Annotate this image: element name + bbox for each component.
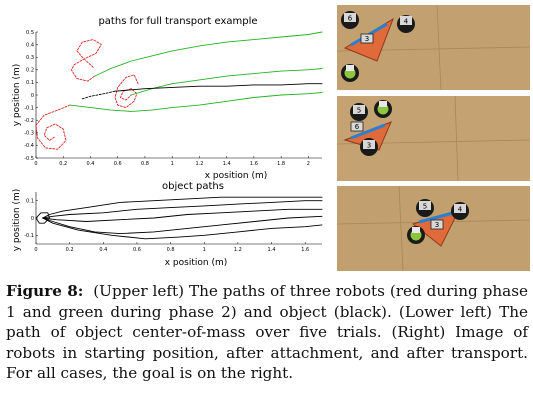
x-tick-label: 1	[171, 161, 174, 167]
lower-plot-x-label: x position (m)	[165, 258, 228, 268]
lower-plot-y-label: y position (m)	[12, 189, 22, 252]
lower-series-object-1	[42, 200, 323, 219]
x-tick-label: 0.8	[141, 161, 149, 167]
lower-series-object-0	[42, 196, 323, 219]
x-tick-label: 1.6	[250, 161, 258, 167]
x-tick-label: 1.4	[223, 161, 231, 167]
x-tick-label: 0.6	[133, 247, 141, 253]
x-tick-label: 1.4	[268, 247, 276, 253]
lower-plot-title: object paths	[162, 181, 224, 192]
upper-series-object-5	[114, 83, 323, 92]
robot-marker-label: 3	[435, 221, 439, 229]
x-tick-label: 0.2	[66, 247, 74, 253]
robot-icon: 3	[360, 138, 378, 156]
lower-series-object-5	[35, 212, 50, 224]
x-tick-label: 0.8	[167, 247, 175, 253]
upper-plot-y-ticks: 0.5 0.4 0.3 0.2 0.1 0 -0.1 -0.2 -0.3 -0.4 -0.5	[24, 30, 38, 162]
x-tick-label: 0	[34, 247, 37, 253]
y-tick-label: -0.4	[24, 143, 34, 149]
robot-marker-label: 4	[404, 18, 409, 26]
robot-icon: 6	[350, 121, 364, 132]
lower-plot-series	[35, 196, 323, 240]
photo-starting-position: 6 3 4	[337, 5, 530, 90]
upper-plot-series	[35, 31, 323, 150]
robot-marker-label: 6	[348, 15, 353, 23]
figure-caption-text: (Upper left) The paths of three robots (…	[6, 282, 529, 383]
robot-icon	[341, 64, 359, 82]
x-tick-label: 1.6	[301, 247, 309, 253]
y-tick-label: 0	[31, 93, 34, 99]
upper-series-phase2-7	[69, 92, 323, 112]
robot-icon: 6	[341, 11, 359, 29]
y-tick-label: 0	[31, 216, 34, 222]
robot-marker-label: 3	[367, 142, 371, 150]
robot-icon: 4	[397, 15, 415, 33]
upper-plot-y-label: y position (m)	[12, 64, 22, 127]
floor-seam	[436, 5, 442, 90]
x-tick-label: 1.8	[277, 161, 285, 167]
x-tick-label: 1.2	[195, 161, 203, 167]
y-tick-label: 0.4	[26, 42, 34, 48]
robot-marker-label: 3	[365, 35, 369, 43]
lower-object-paths-plot: object paths 0 0.2 0.4 0.6 0.8 1 1.2 1.4 1.6 0.1…	[12, 181, 323, 268]
robot-icon	[407, 226, 425, 244]
y-tick-label: 0.2	[26, 68, 34, 74]
y-tick-label: 0.1	[26, 80, 34, 86]
robot-icon: 4	[451, 202, 469, 220]
lower-plot-x-ticks: 0 0.2 0.4 0.6 0.8 1 1.2 1.4 1.6	[34, 242, 309, 253]
y-tick-label: -0.2	[24, 118, 34, 124]
robot-marker-label: 5	[423, 203, 427, 211]
robot-marker-label: 4	[458, 206, 463, 214]
triangle-stripe	[350, 123, 386, 140]
upper-series-phase2-3	[130, 68, 323, 96]
robot-icon: 3	[430, 219, 444, 230]
y-tick-label: 0.1	[26, 198, 34, 204]
robot-icon	[374, 100, 392, 118]
robot-icon: 5	[350, 103, 368, 121]
lower-series-object-2	[42, 208, 323, 222]
y-tick-label: -0.3	[24, 131, 34, 137]
y-tick-label: -0.5	[24, 156, 34, 162]
upper-series-phase1-2	[114, 74, 139, 109]
lower-series-object-4	[42, 217, 323, 240]
y-tick-label: -0.1	[24, 233, 34, 239]
x-tick-label: 0.6	[114, 161, 122, 167]
robot-marker-label: 6	[355, 123, 360, 131]
robot-icon: 3	[360, 33, 374, 44]
upper-series-phase1-0	[70, 39, 102, 82]
robot-icon: 5	[416, 199, 434, 217]
y-tick-label: -0.1	[24, 105, 34, 111]
upper-series-phase2-1	[94, 31, 323, 77]
upper-plot-title: paths for full transport example	[98, 16, 257, 27]
y-tick-label: 0.3	[26, 55, 34, 61]
upper-plot-x-ticks: 0 0.2 0.4 0.6 0.8 1 1.2 1.4 1.6 1.8 2	[34, 156, 310, 167]
figure-caption: Figure 8: (Upper left) The paths of thre…	[6, 281, 528, 384]
x-tick-label: 0.2	[59, 161, 67, 167]
x-tick-label: 1.2	[234, 247, 242, 253]
robot-marker-label: 5	[357, 107, 361, 115]
upper-series-object-4	[81, 90, 116, 100]
x-tick-label: 2	[307, 161, 310, 167]
x-tick-label: 1	[203, 247, 206, 253]
lower-series-object-3	[42, 215, 323, 235]
photo-after-attachment: 5 6 3	[337, 96, 530, 181]
upper-series-phase1-6	[35, 104, 71, 150]
figure-caption-label: Figure 8:	[6, 282, 84, 300]
triangle-stripe	[418, 211, 454, 224]
floor-seam	[454, 96, 459, 181]
floor-seam	[398, 186, 404, 271]
x-tick-label: 0	[34, 161, 37, 167]
upper-plot-x-label: x position (m)	[205, 171, 268, 180]
photo-after-transport: 5 3 4	[337, 186, 530, 271]
x-tick-label: 0.4	[86, 161, 94, 167]
upper-path-plot: paths for full transport example 0 0.2 0.4…	[12, 16, 323, 180]
x-tick-label: 0.4	[99, 247, 107, 253]
y-tick-label: 0.5	[26, 30, 34, 36]
